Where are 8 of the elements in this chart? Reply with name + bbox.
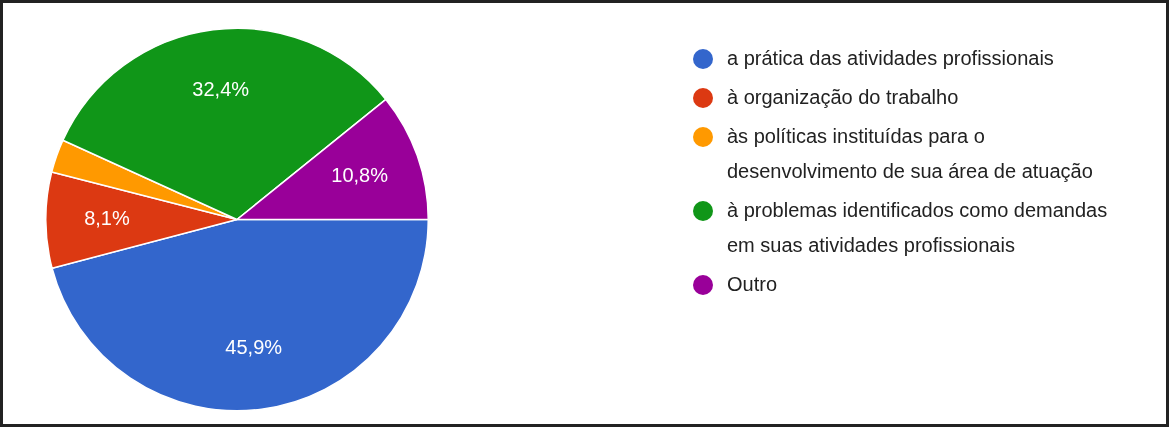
- legend-label: Outro: [727, 272, 778, 297]
- data-label: 32,4%: [192, 77, 250, 100]
- legend-label: à organização do trabalho: [727, 85, 959, 110]
- data-label: 10,8%: [331, 163, 389, 186]
- legend-label: à problemas identificados como demandas em suas atividades profissionais: [727, 198, 1109, 258]
- data-label: 8,1%: [84, 207, 130, 230]
- data-label: 45,9%: [225, 335, 283, 358]
- legend-label: a prática das atividades profissionais: [727, 46, 1054, 71]
